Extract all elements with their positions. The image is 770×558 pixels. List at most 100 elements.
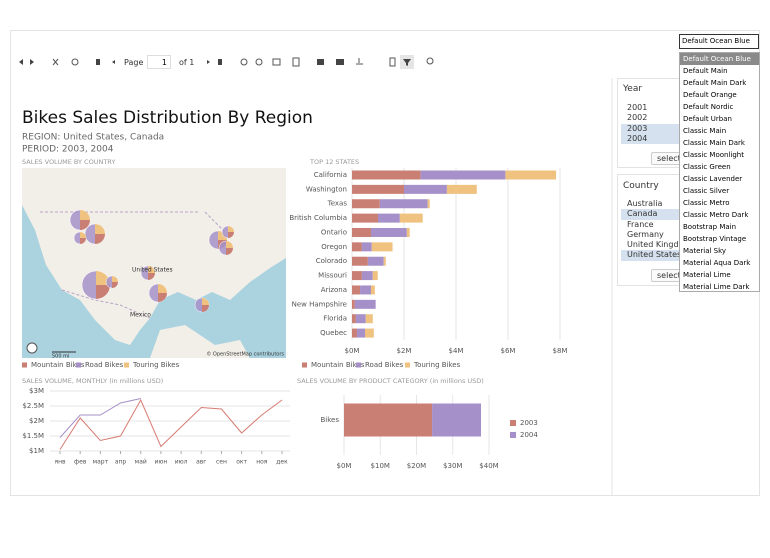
map-bubble-slice	[80, 238, 86, 244]
x-tick-label: фев	[74, 459, 87, 466]
theme-dropdown: Default Ocean Blue Default Main Default Ma…	[679, 52, 760, 292]
country-label: Country	[623, 181, 659, 191]
theme-option[interactable]: Bootstrap Main	[683, 223, 737, 231]
bar-segment	[427, 199, 430, 209]
country-option[interactable]: Germany	[627, 229, 664, 239]
next-page[interactable]	[207, 60, 210, 64]
prev-page[interactable]	[112, 60, 115, 64]
page-view[interactable]	[292, 57, 300, 67]
x-tick-label: дек	[276, 459, 288, 466]
theme-option[interactable]: Default Nordic	[683, 103, 734, 111]
bar-segment	[399, 213, 423, 223]
theme-option[interactable]: Material Lime Dark	[683, 283, 750, 291]
legend-swatch	[510, 432, 516, 438]
map-bubble-slice	[80, 232, 86, 238]
report-period: PERIOD: 2003, 2004	[22, 145, 114, 155]
x-tick-label: апр	[115, 459, 127, 466]
bar-segment	[361, 242, 372, 252]
zoom-in[interactable]	[240, 58, 248, 66]
year-option[interactable]: 2002	[627, 113, 648, 123]
y-tick-label: Colorado	[316, 257, 347, 265]
y-tick-label: New Hampshire	[292, 300, 347, 308]
map-bubble-slice	[80, 220, 90, 230]
y-tick-label: Missouri	[318, 272, 347, 280]
theme-option[interactable]: Classic Metro Dark	[683, 211, 749, 219]
bar-segment	[365, 314, 373, 324]
bar-segment	[420, 170, 506, 180]
filter[interactable]	[403, 59, 411, 66]
theme-option[interactable]: Material Lime	[683, 271, 731, 279]
theme-option[interactable]: Default Orange	[683, 91, 737, 99]
fit[interactable]	[272, 58, 281, 66]
year-option[interactable]: 2001	[627, 103, 648, 112]
map-bubble-slice	[202, 305, 209, 312]
theme-option[interactable]: Bootstrap Vintage	[683, 235, 747, 243]
bar-segment	[370, 285, 375, 295]
x-tick-label: $20M	[407, 462, 426, 470]
country-option[interactable]: France	[627, 219, 654, 229]
theme-option[interactable]: Default Main	[683, 67, 728, 75]
email[interactable]	[336, 59, 344, 65]
export[interactable]	[356, 58, 363, 65]
theme-option[interactable]: Material Aqua Dark	[683, 259, 751, 267]
bar-segment	[352, 328, 357, 338]
first-page[interactable]	[96, 59, 100, 65]
y-tick-label: $3M	[29, 387, 44, 395]
y-tick-label: $1.5M	[22, 432, 44, 440]
refresh[interactable]	[71, 58, 79, 66]
legend-swatch	[356, 362, 361, 368]
bar-segment	[406, 227, 410, 237]
legend-swatch	[510, 420, 516, 426]
theme-option[interactable]: Material Sky	[683, 247, 727, 255]
theme-option[interactable]: Default Ocean Blue	[680, 53, 759, 65]
bar-segment	[352, 285, 361, 295]
bar-segment	[352, 170, 421, 180]
map-bubble-slice	[148, 273, 155, 280]
theme-option[interactable]: Classic Green	[683, 163, 731, 171]
page-input[interactable]: 1	[147, 55, 171, 69]
legend-label: Road Bikes	[85, 361, 124, 369]
zoom-out[interactable]	[255, 58, 263, 66]
page-label: Page	[124, 58, 144, 67]
theme-option[interactable]: Classic Metro	[683, 199, 730, 207]
x-tick-label: ноя	[256, 459, 268, 466]
map-bubble-slice	[95, 224, 105, 234]
y-tick-label: Florida	[323, 315, 347, 323]
map-bubble-slice	[158, 293, 167, 302]
undo-redo[interactable]	[19, 59, 34, 65]
map-bubble-slice	[96, 285, 110, 299]
bar-segment	[354, 299, 376, 309]
theme-option[interactable]: Classic Main Dark	[683, 139, 745, 147]
x-tick-label: $10M	[371, 462, 390, 470]
theme-option[interactable]: Classic Moonlight	[683, 151, 744, 159]
last-page[interactable]	[218, 59, 222, 65]
x-tick-label: янв	[54, 459, 66, 466]
bar-segment	[356, 328, 365, 338]
country-option[interactable]: United Kingdom	[627, 240, 692, 250]
y-tick-label: Ontario	[321, 228, 347, 236]
map-bubble-slice	[226, 248, 233, 255]
print[interactable]	[317, 59, 324, 65]
theme-option[interactable]: Classic Main	[683, 127, 727, 135]
chart-title: TOP 12 STATES	[309, 158, 359, 166]
x-tick-label: май	[135, 459, 147, 466]
map-bubble-slice	[95, 234, 105, 244]
theme-option[interactable]: Classic Silver	[683, 187, 730, 195]
theme-option[interactable]: Default Urban	[683, 115, 732, 123]
y-tick-label: Texas	[327, 200, 348, 208]
close[interactable]	[52, 58, 59, 66]
y-tick-label: $1M	[29, 447, 44, 455]
bar-segment	[361, 271, 373, 281]
x-tick-label: авг	[196, 459, 206, 466]
doc-map[interactable]	[389, 57, 396, 67]
x-tick-label: июн	[154, 459, 167, 466]
country-option[interactable]: Australia	[627, 199, 663, 208]
search[interactable]	[426, 57, 434, 65]
theme-select[interactable]: Default Ocean Blue	[679, 34, 759, 49]
bar-segment	[352, 199, 380, 209]
bar-segment	[372, 271, 378, 281]
theme-option[interactable]: Classic Lavender	[683, 175, 743, 183]
theme-option[interactable]: Default Main Dark	[683, 79, 747, 87]
